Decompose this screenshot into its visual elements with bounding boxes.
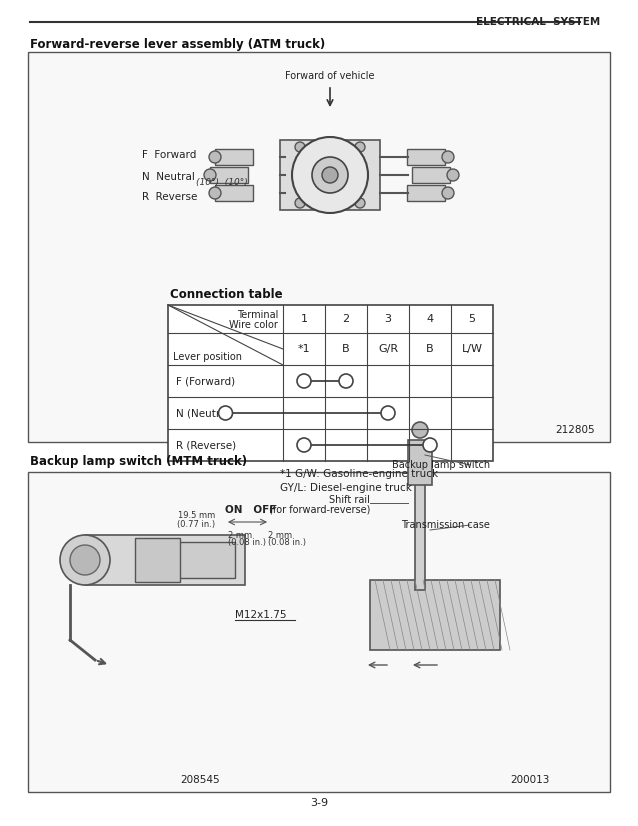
Text: F  Forward: F Forward [142, 150, 197, 160]
Circle shape [292, 137, 368, 213]
Text: ON   OFF: ON OFF [225, 505, 276, 515]
Bar [407, 185, 445, 201]
Text: ELECTRICAL  SYSTEM: ELECTRICAL SYSTEM [476, 17, 600, 27]
Circle shape [381, 406, 395, 420]
Circle shape [322, 167, 338, 183]
Circle shape [355, 142, 365, 152]
Circle shape [447, 169, 459, 181]
Text: 4: 4 [426, 314, 434, 324]
Bar [370, 580, 500, 650]
Text: B: B [426, 344, 434, 354]
Bar [215, 149, 253, 165]
Bar [215, 185, 253, 201]
Bar [407, 149, 445, 165]
Bar [210, 167, 248, 183]
Text: 3-9: 3-9 [310, 798, 328, 808]
Text: 3: 3 [385, 314, 392, 324]
Circle shape [295, 142, 305, 152]
Text: 5: 5 [468, 314, 475, 324]
Text: N  Neutral: N Neutral [142, 172, 195, 182]
Bar [135, 538, 180, 582]
Text: (0.77 in.): (0.77 in.) [177, 520, 215, 529]
Text: R  Reverse: R Reverse [142, 192, 197, 202]
Text: R (Reverse): R (Reverse) [176, 440, 236, 450]
Text: *1 G/W: Gasoline-engine truck: *1 G/W: Gasoline-engine truck [280, 469, 438, 479]
Circle shape [442, 187, 454, 199]
Text: Shift rail: Shift rail [329, 495, 370, 505]
Text: 1: 1 [300, 314, 308, 324]
Text: Forward of vehicle: Forward of vehicle [285, 71, 375, 81]
Circle shape [70, 545, 100, 575]
Circle shape [312, 157, 348, 193]
Text: 200013: 200013 [510, 775, 550, 785]
Text: (10°)  (10°): (10°) (10°) [196, 178, 248, 188]
Text: F (Forward): F (Forward) [176, 376, 235, 386]
Circle shape [339, 374, 353, 388]
Text: Lever position: Lever position [173, 352, 242, 362]
Text: G/R: G/R [378, 344, 398, 354]
Text: 2 mm: 2 mm [268, 530, 292, 539]
Text: B: B [342, 344, 350, 354]
Text: M12x1.75: M12x1.75 [235, 610, 286, 620]
Text: N (Neutral): N (Neutral) [176, 408, 234, 418]
Bar [412, 167, 450, 183]
Text: (0.08 in.): (0.08 in.) [228, 539, 266, 548]
Text: Wire color: Wire color [229, 320, 278, 330]
Bar [165, 542, 235, 578]
Bar [168, 305, 493, 461]
Bar [408, 440, 432, 485]
Text: 2 mm: 2 mm [228, 530, 252, 539]
Text: 19.5 mm: 19.5 mm [178, 511, 215, 520]
Text: Terminal: Terminal [237, 310, 278, 320]
Bar [28, 472, 610, 792]
Text: Backup lamp switch: Backup lamp switch [392, 460, 490, 470]
Circle shape [295, 198, 305, 208]
Circle shape [209, 151, 221, 163]
Circle shape [297, 374, 311, 388]
Text: (0.08 in.): (0.08 in.) [268, 539, 306, 548]
Text: Forward-reverse lever assembly (ATM truck): Forward-reverse lever assembly (ATM truc… [30, 38, 325, 51]
Text: Connection table: Connection table [170, 288, 283, 301]
Text: *1: *1 [298, 344, 310, 354]
Text: Backup lamp switch (MTM truck): Backup lamp switch (MTM truck) [30, 455, 247, 468]
Text: 2: 2 [343, 314, 350, 324]
Text: (for forward-reverse): (for forward-reverse) [269, 505, 370, 515]
Circle shape [442, 151, 454, 163]
Bar [415, 480, 425, 590]
Circle shape [412, 422, 428, 438]
Bar [85, 535, 245, 585]
Circle shape [218, 406, 232, 420]
Bar [280, 140, 380, 210]
Bar [28, 52, 610, 442]
Circle shape [209, 187, 221, 199]
Circle shape [423, 438, 437, 452]
Circle shape [204, 169, 216, 181]
Circle shape [355, 198, 365, 208]
Circle shape [297, 438, 311, 452]
Text: Transmission case: Transmission case [401, 520, 490, 530]
Text: GY/L: Diesel-engine truck: GY/L: Diesel-engine truck [280, 483, 412, 493]
Text: L/W: L/W [461, 344, 482, 354]
Text: 212805: 212805 [555, 425, 595, 435]
Text: 208545: 208545 [180, 775, 220, 785]
Circle shape [60, 535, 110, 585]
